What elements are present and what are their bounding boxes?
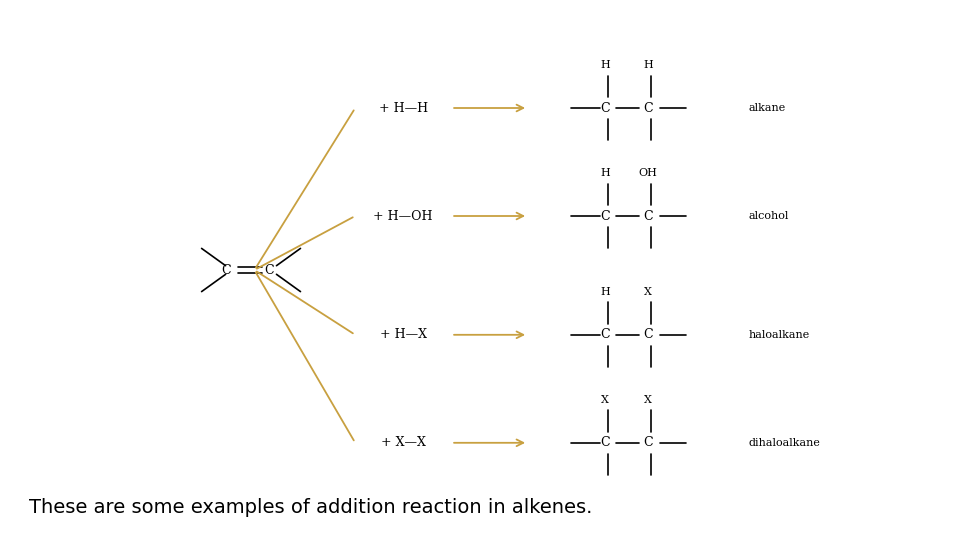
Text: X: X [601,395,609,404]
Text: C: C [600,328,610,341]
Text: X: X [644,287,652,296]
Text: + H—H: + H—H [378,102,428,114]
Text: C: C [600,102,610,114]
Text: H: H [600,60,610,70]
Text: These are some examples of addition reaction in alkenes.: These are some examples of addition reac… [29,498,592,517]
Text: C: C [221,264,230,276]
Text: X: X [644,395,652,404]
Text: C: C [643,328,653,341]
Text: C: C [600,436,610,449]
Text: alcohol: alcohol [749,211,789,221]
Text: + H—X: + H—X [380,328,426,341]
Text: C: C [600,210,610,222]
Text: alkane: alkane [749,103,786,113]
Text: C: C [643,210,653,222]
Text: + X—X: + X—X [381,436,425,449]
Text: C: C [643,436,653,449]
Text: H: H [600,287,610,296]
Text: C: C [264,264,274,276]
Text: H: H [600,168,610,178]
Text: haloalkane: haloalkane [749,330,810,340]
Text: OH: OH [638,168,658,178]
Text: dihaloalkane: dihaloalkane [749,438,821,448]
Text: C: C [643,102,653,114]
Text: + H—OH: + H—OH [373,210,433,222]
Text: H: H [643,60,653,70]
